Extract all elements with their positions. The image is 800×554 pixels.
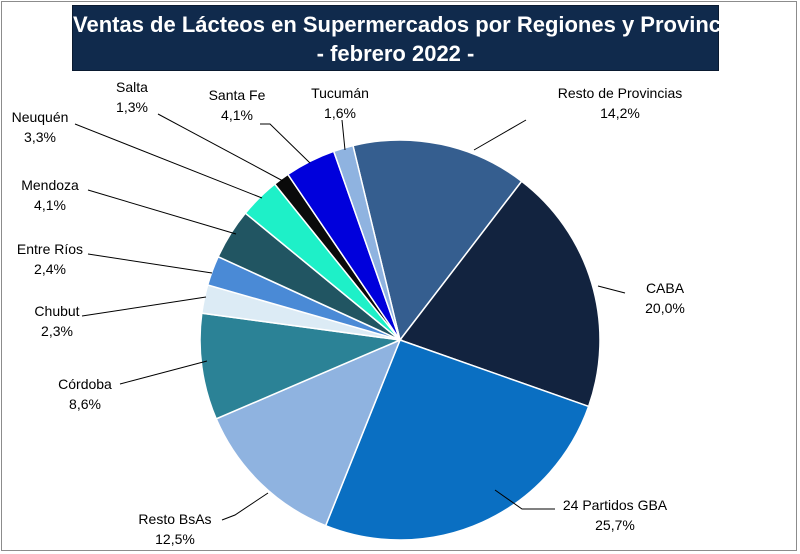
chart-title-line2: - febrero 2022 - xyxy=(316,41,475,66)
pie-slice-resto-bsas xyxy=(215,338,402,527)
leader-line-entre-rios xyxy=(87,253,213,274)
pie-slice-caba xyxy=(398,180,601,408)
slice-value-mendoza: 4,1% xyxy=(34,197,66,213)
slice-value-neuquen: 3,3% xyxy=(24,129,56,145)
slice-label-resto-bsas: Resto BsAs xyxy=(138,511,211,527)
leader-line-cordoba xyxy=(119,360,208,385)
leader-line-tucuman xyxy=(341,119,346,151)
slice-label-cordoba: Córdoba xyxy=(58,376,112,392)
leader-line-resto-de-provincias xyxy=(473,119,527,151)
chart-title: Ventas de Lácteos en Supermercados por R… xyxy=(72,5,752,71)
pie-slice-resto-de-provincias xyxy=(352,139,523,342)
leader-line-mendoza xyxy=(87,189,237,235)
leader-line-santa-fe xyxy=(260,123,311,164)
slice-label-neuquen: Neuquén xyxy=(12,109,69,125)
slice-label-tucuman: Tucumán xyxy=(311,85,369,101)
slice-value-cordoba: 8,6% xyxy=(69,396,101,412)
slice-value-resto-de-provincias: 14,2% xyxy=(600,105,640,121)
leader-line-resto-bsas xyxy=(221,492,269,521)
pie-slice-tucuman xyxy=(332,144,401,341)
pie-slice-cordoba xyxy=(199,312,403,420)
slice-value-salta: 1,3% xyxy=(116,99,148,115)
slice-value-santa-fe: 4,1% xyxy=(221,107,253,123)
slice-label-salta: Salta xyxy=(116,79,148,95)
slice-label-resto-de-provincias: Resto de Provincias xyxy=(558,85,683,101)
slice-value-chubut: 2,3% xyxy=(41,323,73,339)
slice-value-tucuman: 1,6% xyxy=(324,105,356,121)
leader-line-neuquen xyxy=(74,123,263,199)
leader-line-salta xyxy=(157,113,284,182)
slice-value-entre-rios: 2,4% xyxy=(34,261,66,277)
slice-label-santa-fe: Santa Fe xyxy=(209,87,266,103)
slice-label-entre-rios: Entre Ríos xyxy=(17,241,83,257)
slice-value-24-partidos-gba: 25,7% xyxy=(595,517,635,533)
slice-value-caba: 20,0% xyxy=(645,300,685,316)
slice-label-mendoza: Mendoza xyxy=(21,177,79,193)
slice-label-chubut: Chubut xyxy=(34,303,79,319)
slice-value-resto-bsas: 12,5% xyxy=(155,531,195,547)
leader-line-chubut xyxy=(81,296,207,317)
leader-line-24-partidos-gba xyxy=(494,489,555,510)
chart-title-line1: Ventas de Lácteos en Supermercados por R… xyxy=(73,12,752,37)
slice-label-24-partidos-gba: 24 Partidos GBA xyxy=(563,497,668,513)
slice-label-caba: CABA xyxy=(646,280,685,296)
pie-slice-24-partidos-gba xyxy=(324,339,590,541)
leader-line-caba xyxy=(597,285,626,294)
